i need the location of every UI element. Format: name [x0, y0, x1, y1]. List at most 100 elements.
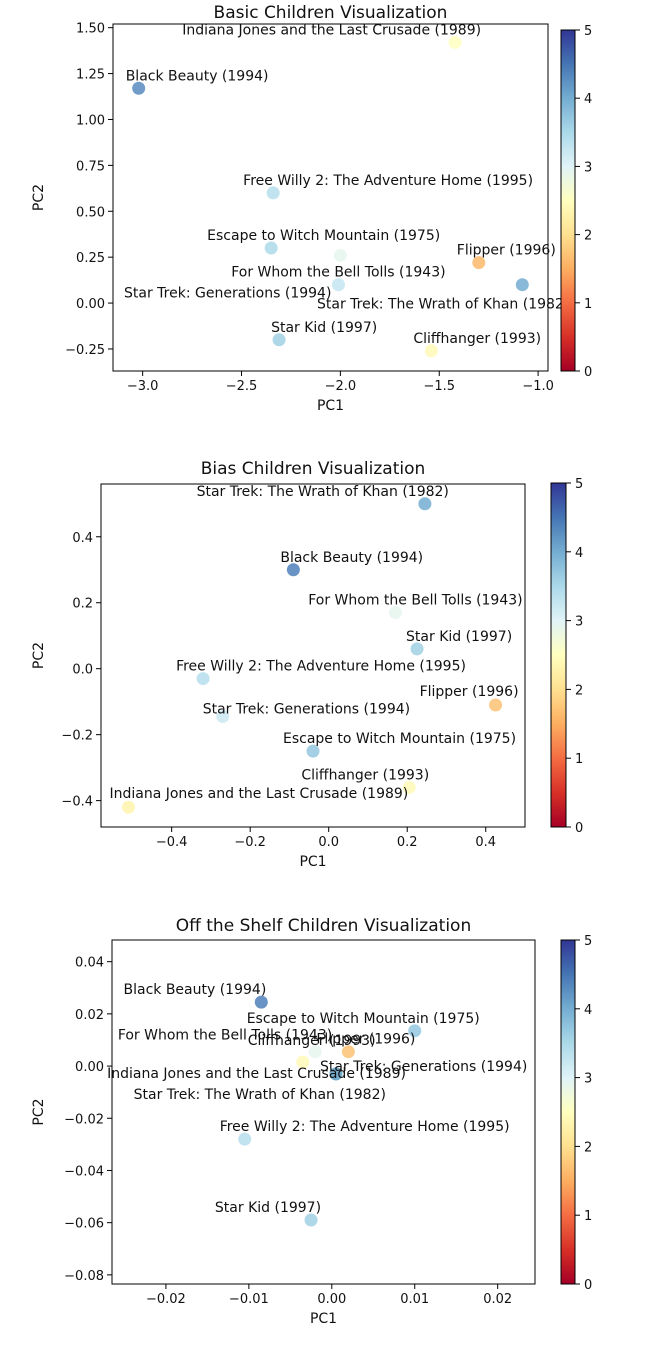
chart3-x-tick-label: 0.02 — [483, 1292, 512, 1307]
chart1-x-tick-label: −1.0 — [522, 379, 554, 394]
chart2-x-tick-label: 0.0 — [318, 835, 339, 850]
chart3-x-tick-label: −0.01 — [229, 1292, 269, 1307]
chart2-x-axis-label: PC1 — [299, 854, 326, 870]
chart2-point-label: Indiana Jones and the Last Crusade (1989… — [109, 786, 408, 802]
chart2-x-tick-label: −0.4 — [156, 835, 188, 850]
chart3-y-tick-label: 0.00 — [75, 1060, 104, 1075]
chart1-data-point — [132, 81, 146, 95]
chart1-y-tick-label: 1.00 — [76, 113, 105, 128]
chart3-y-axis-label: PC2 — [31, 1098, 47, 1125]
chart2-point-label: Cliffhanger (1993) — [301, 767, 429, 783]
chart1-y-tick-label: 0.75 — [76, 159, 105, 174]
chart3-point-label: Black Beauty (1994) — [124, 982, 267, 998]
chart2-point-label: Escape to Witch Mountain (1975) — [283, 731, 516, 747]
chart3-data-point — [304, 1213, 318, 1227]
chart2-title: Bias Children Visualization — [201, 459, 426, 479]
chart3-point-label: For Whom the Bell Tolls (1943) — [118, 1028, 332, 1044]
chart3-x-axis-label: PC1 — [310, 1311, 337, 1327]
chart2-x-tick-label: −0.2 — [234, 835, 266, 850]
chart3-title: Off the Shelf Children Visualization — [176, 916, 471, 936]
chart1-point-label: Cliffhanger (1993) — [413, 331, 541, 347]
chart3-colorbar-tick-label: 5 — [584, 934, 592, 949]
chart3-point-label: Star Trek: Generations (1994) — [320, 1059, 527, 1075]
chart2-data-point — [306, 744, 320, 758]
chart2-plot-frame — [100, 483, 526, 828]
chart2-point-label: Star Trek: Generations (1994) — [203, 702, 410, 718]
chart3-point-label: Star Trek: The Wrath of Khan (1982) — [134, 1087, 386, 1103]
chart2-point-label: Star Kid (1997) — [406, 629, 512, 645]
chart3-y-tick-label: 0.02 — [75, 1008, 104, 1023]
chart1-data-point — [448, 35, 462, 49]
chart3-y-tick-label: −0.06 — [64, 1217, 104, 1232]
chart3-colorbar-tick-label: 2 — [584, 1140, 592, 1155]
chart1-point-label: Indiana Jones and the Last Crusade (1989… — [182, 22, 481, 38]
chart3-colorbar-tick-label: 4 — [584, 1003, 592, 1018]
chart2-data-point — [196, 672, 210, 686]
chart3-colorbar — [560, 939, 576, 1285]
chart1-data-point — [515, 278, 529, 292]
chart2-y-tick-label: 0.4 — [72, 531, 93, 546]
chart1-point-label: Star Trek: Generations (1994) — [124, 286, 331, 302]
chart3-point-label: Flipper (1996) — [316, 1032, 415, 1048]
chart3-plot-frame — [111, 939, 536, 1285]
chart2-y-tick-label: −0.4 — [61, 795, 93, 810]
chart1-data-point — [266, 186, 280, 200]
chart1-data-point — [272, 333, 286, 347]
chart2-colorbar-tick-label: 1 — [575, 752, 583, 767]
chart1-y-tick-label: 1.50 — [76, 22, 105, 37]
chart3-y-tick-label: −0.02 — [64, 1112, 104, 1127]
chart2-y-tick-label: −0.2 — [61, 729, 93, 744]
chart1-y-tick-label: 1.25 — [76, 68, 105, 83]
chart2-x-tick-label: 0.2 — [397, 835, 418, 850]
chart1-colorbar-tick-label: 4 — [584, 92, 592, 107]
chart2-x-tick-label: 0.4 — [475, 835, 496, 850]
chart1-point-label: Flipper (1996) — [457, 243, 556, 259]
chart2-data-point — [418, 497, 432, 511]
chart1-point-label: Escape to Witch Mountain (1975) — [207, 228, 440, 244]
chart2-point-label: For Whom the Bell Tolls (1943) — [308, 593, 522, 609]
chart2-colorbar-tick-label: 4 — [575, 546, 583, 561]
chart1-y-axis-label: PC2 — [31, 184, 47, 211]
chart3-data-point — [408, 1024, 422, 1038]
chart3-data-point — [238, 1132, 252, 1146]
chart1-title: Basic Children Visualization — [214, 3, 448, 23]
chart3-data-point — [308, 1045, 322, 1059]
chart2-point-label: Black Beauty (1994) — [280, 550, 423, 566]
chart1-point-label: For Whom the Bell Tolls (1943) — [231, 265, 445, 281]
chart3-point-label: Star Kid (1997) — [215, 1200, 321, 1216]
chart3-colorbar-tick-label: 1 — [584, 1209, 592, 1224]
chart2-point-label: Star Trek: The Wrath of Khan (1982) — [197, 484, 449, 500]
chart1-data-point — [331, 278, 345, 292]
chart2-data-point — [121, 800, 135, 814]
chart1-x-tick-label: −3.0 — [127, 379, 159, 394]
chart2-y-tick-label: 0.2 — [72, 597, 93, 612]
chart1-colorbar-tick-label: 1 — [584, 297, 592, 312]
chart1-point-label: Black Beauty (1994) — [126, 68, 269, 84]
chart1-point-label: Free Willy 2: The Adventure Home (1995) — [243, 173, 533, 189]
chart3-point-label: Indiana Jones and the Last Crusade (1989… — [107, 1066, 406, 1082]
chart1-data-point — [264, 241, 278, 255]
chart2-colorbar-tick-label: 0 — [575, 821, 583, 836]
chart1-x-axis-label: PC1 — [317, 398, 344, 414]
chart3-y-tick-label: 0.04 — [75, 956, 104, 971]
chart3-point-label: Free Willy 2: The Adventure Home (1995) — [220, 1119, 510, 1135]
chart2-data-point — [286, 563, 300, 577]
chart2-data-point — [388, 606, 402, 620]
chart2-point-label: Flipper (1996) — [420, 684, 519, 700]
chart3-data-point — [341, 1045, 355, 1059]
chart2-colorbar — [550, 482, 567, 828]
chart1-data-point — [333, 248, 347, 262]
chart2-data-point — [216, 710, 230, 724]
chart1-point-label: Star Trek: The Wrath of Khan (1982) — [317, 297, 569, 313]
chart2-colorbar-tick-label: 5 — [575, 477, 583, 492]
chart3-point-label: Cliffhanger (1993) — [248, 1033, 376, 1049]
chart3-data-point — [296, 1055, 310, 1069]
chart1-x-tick-label: −1.5 — [423, 379, 455, 394]
chart1-x-tick-label: −2.0 — [325, 379, 357, 394]
chart2-data-point — [402, 780, 416, 794]
chart1-colorbar-tick-label: 0 — [584, 365, 592, 380]
chart2-point-label: Free Willy 2: The Adventure Home (1995) — [176, 659, 466, 675]
chart1-plot-frame — [112, 23, 549, 372]
chart3-colorbar-tick-label: 3 — [584, 1072, 592, 1087]
